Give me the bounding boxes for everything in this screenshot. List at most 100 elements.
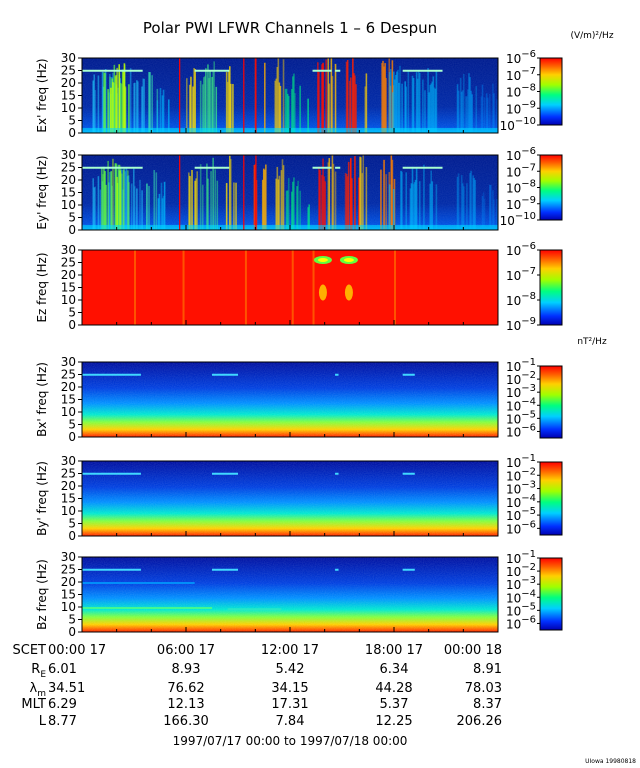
spectral-burst: [405, 86, 408, 133]
spectral-burst: [110, 87, 112, 133]
y-tick-label: 10: [61, 504, 76, 518]
spectral-burst: [101, 71, 104, 133]
spectral-burst: [279, 85, 282, 133]
y-tick-label: 30: [61, 51, 76, 65]
spectral-burst: [228, 66, 231, 133]
spectral-burst: [139, 179, 141, 230]
spectral-burst: [235, 182, 237, 230]
spectral-burst: [456, 84, 459, 133]
spectral-burst: [230, 83, 232, 133]
harmonic-line: [312, 166, 332, 169]
spectral-burst: [352, 58, 354, 133]
spectral-burst: [496, 198, 498, 230]
colorbar-tick-label: 10−5: [506, 409, 536, 426]
harmonic-line: [335, 568, 339, 571]
spectral-burst: [462, 186, 465, 230]
spectral-burst: [493, 199, 495, 230]
colorbar-tick-label: 10−3: [506, 383, 536, 400]
spectral-burst: [97, 75, 100, 133]
ephemeris-value: 12.25: [375, 714, 412, 729]
spectral-burst: [456, 176, 459, 230]
ephemeris-value: 78.03: [465, 681, 502, 696]
spectral-burst: [321, 174, 323, 230]
spectral-burst: [365, 166, 368, 230]
spectral-burst: [264, 62, 266, 133]
y-tick-label: 25: [61, 467, 76, 481]
spectral-burst: [163, 181, 166, 230]
spectral-burst: [121, 169, 124, 230]
spectral-burst: [282, 165, 285, 230]
spectral-burst: [433, 87, 436, 133]
spectral-burst: [381, 63, 383, 133]
spectral-burst: [414, 179, 417, 230]
spectral-burst: [431, 81, 434, 133]
spectral-burst: [345, 61, 348, 133]
colorbar-tick-label: 10−6: [506, 519, 536, 536]
harmonic-line: [212, 472, 238, 475]
harmonic-line: [335, 373, 339, 376]
spectral-burst: [359, 156, 361, 230]
spectral-burst: [428, 92, 430, 133]
spectral-burst: [434, 88, 437, 133]
spectral-burst: [116, 67, 118, 133]
spectral-burst: [124, 86, 127, 133]
spectral-burst: [142, 78, 144, 133]
spectral-burst: [153, 170, 156, 230]
y-tick-label: 0: [68, 318, 76, 332]
spectral-burst: [215, 86, 218, 133]
y-tick-label: 15: [61, 588, 76, 602]
ephemeris-row-label: L: [39, 714, 47, 729]
spectral-burst: [192, 86, 194, 133]
spectral-burst: [199, 164, 202, 230]
spectral-burst: [93, 74, 96, 133]
y-tick-label: 20: [61, 268, 76, 282]
ephemeris-value: 6.01: [48, 662, 77, 677]
spectral-burst: [460, 91, 463, 133]
ephemeris-row-m: λm 34.51 76.62 34.15 44.28 78.03: [30, 681, 502, 699]
spectral-burst: [475, 86, 478, 133]
spectral-burst: [391, 92, 394, 133]
spectral-burst: [125, 167, 128, 230]
colorbar-tick-label: 10−5: [506, 601, 536, 618]
y-tick-label: 30: [61, 550, 76, 564]
spectral-burst: [349, 77, 352, 133]
spectral-burst: [385, 77, 387, 133]
spectral-burst: [186, 78, 188, 133]
spectral-burst: [412, 184, 415, 230]
spectral-burst: [385, 174, 387, 230]
colorbar-tick-label: 10−4: [506, 588, 536, 605]
spectral-burst: [468, 73, 470, 133]
y-axis-label: Ex' freq (Hz): [35, 58, 49, 132]
spectral-burst: [225, 183, 228, 230]
spectral-burst: [114, 163, 117, 230]
colorbar-tick-label: 10−10: [500, 116, 536, 133]
spectral-burst: [380, 169, 382, 230]
harmonic-line: [402, 69, 443, 72]
colorbar-tick-label: 10−5: [506, 506, 536, 523]
spectral-burst: [116, 176, 118, 230]
y-tick-label: 5: [68, 418, 76, 432]
spectral-burst: [391, 159, 394, 230]
spectral-burst: [128, 84, 130, 133]
spectrogram-noise: [82, 461, 498, 536]
magnetic-unit-label: nT²/Hz: [577, 337, 607, 347]
spectral-burst: [496, 99, 498, 133]
spectral-burst: [119, 82, 122, 133]
spectrogram-noise: [82, 557, 498, 632]
ephemeris-value: 12:00 17: [261, 643, 319, 658]
ephemeris-value: 8.37: [473, 697, 502, 712]
spectral-burst: [401, 83, 403, 133]
spectral-burst: [253, 164, 256, 230]
spectral-burst: [132, 83, 135, 133]
spectral-burst: [194, 180, 196, 230]
y-tick-label: 25: [61, 161, 76, 175]
spectral-burst: [361, 173, 364, 230]
spectral-burst: [328, 83, 331, 133]
spectral-burst: [188, 172, 190, 230]
spectrogram-5: [82, 461, 498, 536]
spectral-burst: [388, 184, 391, 230]
spectral-burst: [195, 178, 197, 230]
